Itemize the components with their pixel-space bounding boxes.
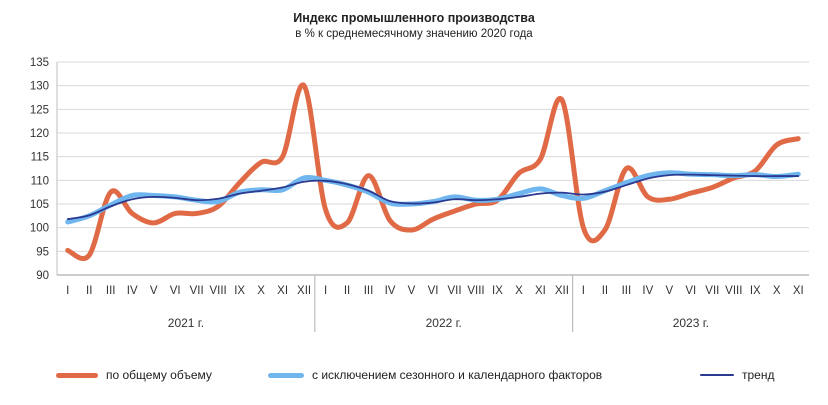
x-tick-label: VIII: [210, 285, 227, 297]
x-tick-label: VIII: [725, 285, 742, 297]
x-tick-label: IV: [127, 285, 138, 297]
chart-title: Индекс промышленного производства: [293, 11, 535, 25]
x-tick-label: III: [106, 285, 116, 297]
year-label: 2022 г.: [426, 316, 462, 330]
x-tick-label: VII: [190, 285, 204, 297]
legend-item-adjusted: с исключением сезонного и календарного ф…: [268, 368, 602, 382]
legend-label-adjusted: с исключением сезонного и календарного ф…: [312, 368, 603, 382]
y-tick-label: 125: [30, 104, 49, 116]
x-tick-label: V: [408, 285, 416, 297]
legend-label-trend: тренд: [742, 368, 775, 382]
legend-label-total: по общему объему: [106, 368, 212, 382]
legend-swatch-total: [56, 372, 98, 378]
y-tick-label: 135: [30, 57, 49, 69]
y-tick-label: 105: [30, 199, 49, 211]
y-tick-label: 120: [30, 128, 49, 140]
chart-subtitle: в % к среднемесячному значению 2020 года: [295, 28, 533, 40]
x-tick-label: IV: [385, 285, 396, 297]
x-tick-label: VII: [447, 285, 461, 297]
legend-swatch-adjusted: [268, 372, 304, 378]
x-tick-label: VIII: [467, 285, 484, 297]
x-tick-label: XI: [277, 285, 288, 297]
series-line-trend: [66, 173, 800, 221]
y-tick-label: 110: [31, 175, 49, 187]
series-line-total: [65, 82, 801, 262]
legend-item-total: по общему объему: [56, 368, 212, 382]
x-tick-label: I: [66, 285, 69, 297]
x-tick-label: X: [257, 285, 265, 297]
x-tick-label: X: [773, 285, 781, 297]
x-tick-label: VI: [170, 285, 181, 297]
x-tick-label: II: [344, 285, 350, 297]
x-tick-label: XII: [297, 285, 311, 297]
legend-item-trend: тренд: [700, 368, 774, 382]
x-tick-label: I: [324, 285, 327, 297]
x-tick-label: III: [622, 285, 632, 297]
y-tick-label: 130: [30, 81, 49, 93]
x-tick-label: III: [364, 285, 374, 297]
year-label: 2021 г.: [168, 316, 204, 330]
y-tick-label: 90: [36, 270, 49, 282]
x-tick-label: XI: [793, 285, 804, 297]
x-tick-label: II: [602, 285, 608, 297]
y-tick-label: 115: [31, 152, 49, 164]
x-tick-label: IX: [234, 285, 245, 297]
x-tick-label: VII: [705, 285, 719, 297]
x-tick-label: X: [515, 285, 523, 297]
legend-swatch-trend: [700, 374, 734, 376]
y-tick-label: 95: [36, 246, 49, 258]
x-tick-label: IX: [750, 285, 761, 297]
year-label: 2023 г.: [673, 316, 709, 330]
x-tick-label: XII: [555, 285, 569, 297]
x-tick-label: V: [150, 285, 158, 297]
x-tick-label: VI: [428, 285, 439, 297]
x-tick-label: XI: [535, 285, 546, 297]
x-tick-label: V: [666, 285, 674, 297]
x-tick-label: IV: [642, 285, 653, 297]
x-tick-label: II: [86, 285, 92, 297]
x-tick-label: VI: [685, 285, 696, 297]
chart-legend: по общему объему с исключением сезонного…: [0, 368, 828, 388]
y-tick-label: 100: [30, 223, 49, 235]
x-tick-label: IX: [492, 285, 503, 297]
x-tick-label: I: [582, 285, 585, 297]
